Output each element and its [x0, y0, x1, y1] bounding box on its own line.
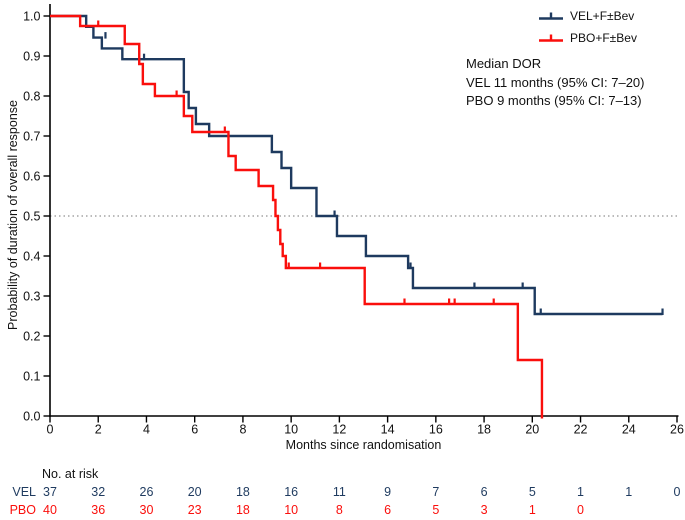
risk-value-vel-m6: 20	[188, 485, 202, 499]
x-tick-label: 18	[477, 423, 491, 437]
risk-value-pbo-m8: 18	[236, 503, 250, 517]
y-tick-label: 0.9	[23, 49, 40, 63]
risk-value-vel-m16: 7	[432, 485, 439, 499]
risk-value-vel-m20: 5	[529, 485, 536, 499]
x-tick-label: 10	[284, 423, 298, 437]
risk-value-vel-m0: 37	[43, 485, 57, 499]
x-tick-label: 2	[95, 423, 102, 437]
x-tick-label: 26	[670, 423, 684, 437]
risk-value-pbo-m12: 8	[336, 503, 343, 517]
y-tick-label: 0.7	[23, 129, 40, 143]
risk-value-pbo-m6: 23	[188, 503, 202, 517]
censor-line-icon	[539, 12, 563, 20]
risk-value-vel-m18: 6	[481, 485, 488, 499]
y-tick-label: 0.8	[23, 89, 40, 103]
risk-value-pbo-m0: 40	[43, 503, 57, 517]
x-tick-label: 6	[191, 423, 198, 437]
risk-value-pbo-m16: 5	[432, 503, 439, 517]
risk-value-vel-m8: 18	[236, 485, 250, 499]
risk-value-vel-m22: 1	[577, 485, 584, 499]
legend-item-vel: VEL+F±Bev	[538, 7, 637, 24]
y-tick-label: 0.2	[23, 329, 40, 343]
x-tick-label: 8	[239, 423, 246, 437]
risk-row-name-vel: VEL	[12, 485, 36, 499]
risk-value-pbo-m18: 3	[481, 503, 488, 517]
y-tick-label: 0.5	[23, 209, 40, 223]
annotation-line-1: Median DOR	[466, 56, 542, 71]
median-dor-annotation: Median DOR VEL 11 months (95% CI: 7–20) …	[466, 55, 644, 111]
risk-value-pbo-m20: 1	[529, 503, 536, 517]
risk-value-pbo-m10: 10	[284, 503, 298, 517]
legend-item-pbo: PBO+F±Bev	[538, 29, 637, 46]
y-axis-title: Probability of duration of overall respo…	[6, 100, 20, 330]
censor-line-icon	[539, 34, 563, 42]
pbo-curve	[50, 14, 544, 419]
risk-value-vel-m26: 0	[674, 485, 681, 499]
x-tick-label: 16	[429, 423, 443, 437]
y-tick-label: 0.0	[23, 409, 40, 423]
y-tick-label: 0.3	[23, 289, 40, 303]
risk-value-vel-m10: 16	[284, 485, 298, 499]
risk-value-pbo-m2: 36	[91, 503, 105, 517]
annotation-line-2: VEL 11 months (95% CI: 7–20)	[466, 74, 645, 90]
x-tick-label: 0	[47, 423, 54, 437]
vel-curve	[50, 14, 663, 316]
annotation-line-3: PBO 9 months (95% CI: 7–13)	[466, 93, 642, 108]
x-tick-label: 20	[525, 423, 539, 437]
y-tick-label: 1.0	[23, 9, 40, 23]
risk-value-vel-m24: 1	[625, 485, 632, 499]
x-tick-label: 14	[381, 423, 395, 437]
legend-label-pbo: PBO+F±Bev	[570, 30, 637, 45]
risk-table-label: No. at risk	[42, 467, 99, 481]
risk-value-pbo-m4: 30	[140, 503, 154, 517]
risk-row-name-pbo: PBO	[10, 503, 37, 517]
x-tick-label: 4	[143, 423, 150, 437]
risk-value-pbo-m22: 0	[577, 503, 584, 517]
y-tick-label: 0.1	[23, 369, 40, 383]
risk-value-vel-m12: 11	[333, 485, 346, 499]
y-tick-label: 0.4	[23, 249, 40, 263]
risk-value-vel-m4: 26	[140, 485, 154, 499]
risk-value-vel-m2: 32	[91, 485, 105, 499]
risk-value-vel-m14: 9	[384, 485, 391, 499]
legend-label-vel: VEL+F±Bev	[570, 8, 635, 23]
x-tick-label: 24	[622, 423, 636, 437]
risk-value-pbo-m14: 6	[384, 503, 391, 517]
x-axis-title: Months since randomisation	[285, 438, 442, 452]
x-tick-label: 22	[574, 423, 588, 437]
legend: VEL+F±Bev PBO+F±Bev	[538, 7, 637, 46]
x-tick-label: 12	[332, 423, 346, 437]
y-tick-label: 0.6	[23, 169, 40, 183]
